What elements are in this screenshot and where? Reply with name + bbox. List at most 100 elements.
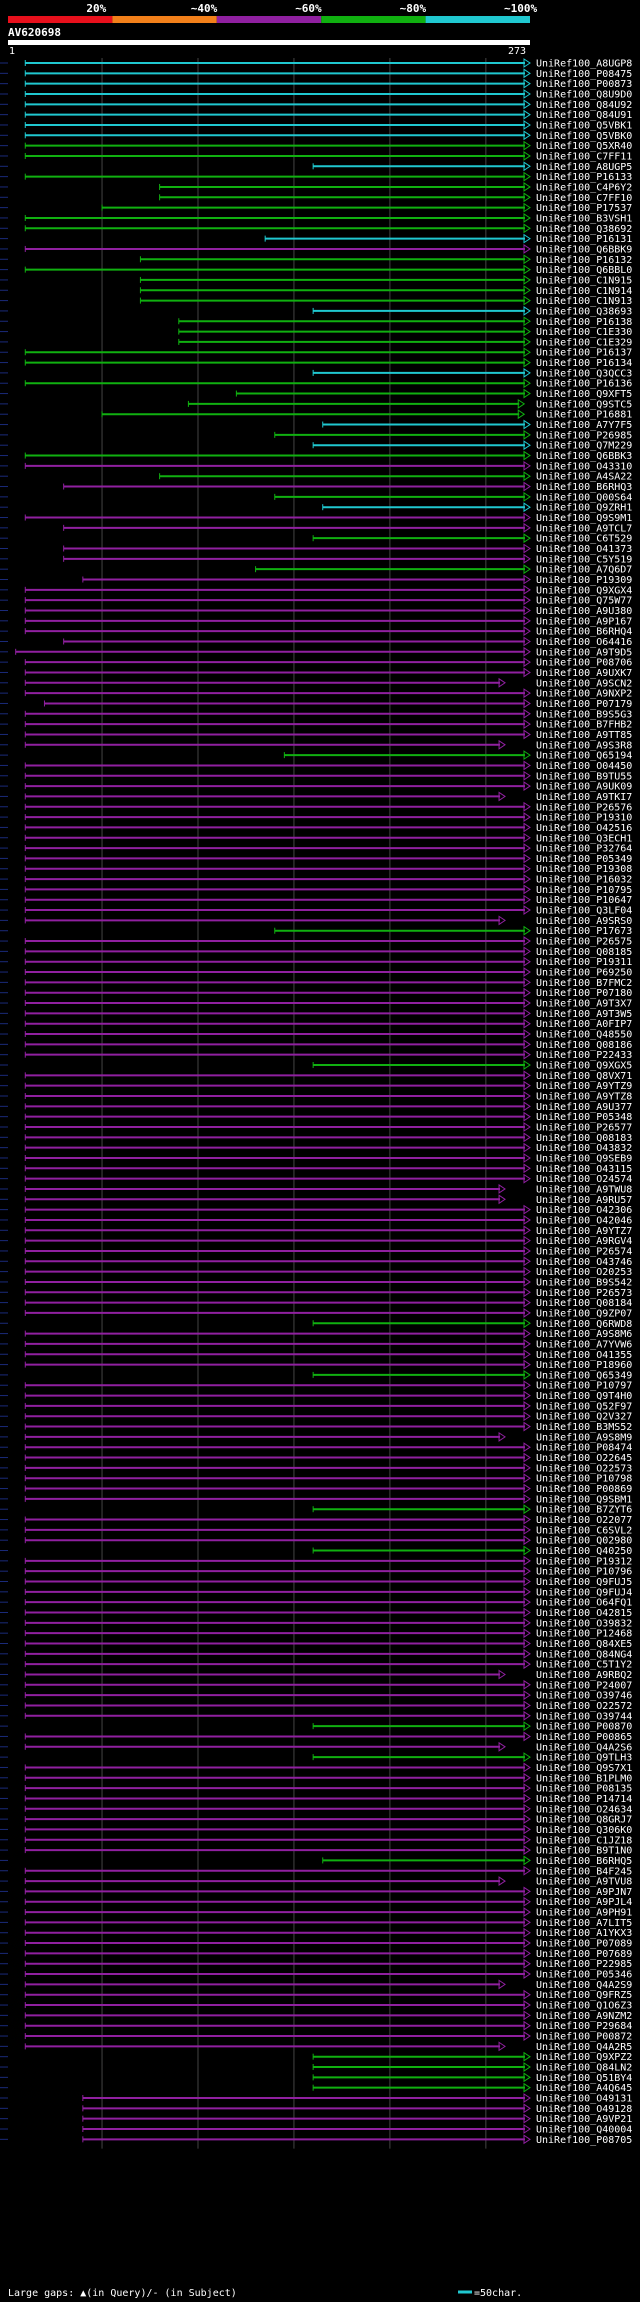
hit-label[interactable]: UniRef100_B1PLM0 [536,1773,632,1784]
hit-label[interactable]: UniRef100_A9TVU8 [536,1877,632,1888]
hit-label[interactable]: UniRef100_C7FF10 [536,193,632,204]
hit-label[interactable]: UniRef100_P00872 [536,2032,632,2043]
hit-row[interactable]: UniRef100_A9NZM2 [0,2010,632,2022]
hit-row[interactable]: UniRef100_Q9XGX5 [0,1060,632,1072]
hit-row[interactable]: UniRef100_Q08185 [0,946,632,958]
hit-row[interactable]: UniRef100_P16132 [0,254,632,266]
hit-label[interactable]: UniRef100_Q00S64 [536,492,632,503]
hit-label[interactable]: UniRef100_A9RBQ2 [536,1670,632,1681]
hit-row[interactable]: UniRef100_P26573 [0,1287,632,1299]
hit-row[interactable]: UniRef100_Q9ZRH1 [0,502,632,514]
hit-row[interactable]: UniRef100_B9TU55 [0,770,632,782]
hit-label[interactable]: UniRef100_O22573 [536,1463,632,1474]
hit-row[interactable]: UniRef100_P18960 [0,1359,632,1371]
hit-row[interactable]: UniRef100_Q9XFT5 [0,388,632,400]
hit-row[interactable]: UniRef100_P00872 [0,2031,632,2043]
hit-label[interactable]: UniRef100_O41373 [536,544,632,555]
hit-row[interactable]: UniRef100_Q8VX71 [0,1070,632,1082]
hit-row[interactable]: UniRef100_A9SRS0 [0,915,632,927]
hit-label[interactable]: UniRef100_Q84U91 [536,110,632,121]
hit-row[interactable]: UniRef100_P22433 [0,1049,632,1061]
hit-row[interactable]: UniRef100_Q84U91 [0,109,632,121]
hit-label[interactable]: UniRef100_Q52F97 [536,1401,632,1412]
hit-label[interactable]: UniRef100_O39832 [536,1618,632,1629]
hit-row[interactable]: UniRef100_O41355 [0,1349,632,1361]
hit-label[interactable]: UniRef100_O49131 [536,2094,632,2105]
hit-label[interactable]: UniRef100_O42046 [536,1215,632,1226]
hit-label[interactable]: UniRef100_P10798 [536,1474,632,1485]
hit-label[interactable]: UniRef100_P19311 [536,957,632,968]
hit-label[interactable]: UniRef100_Q02980 [536,1536,632,1547]
hit-label[interactable]: UniRef100_A9PJN7 [536,1887,632,1898]
hit-label[interactable]: UniRef100_B9S5G3 [536,709,632,720]
hit-label[interactable]: UniRef100_A9VP21 [536,2114,632,2125]
hit-row[interactable]: UniRef100_A7YVW6 [0,1338,632,1350]
hit-row[interactable]: UniRef100_O22645 [0,1452,632,1464]
hit-label[interactable]: UniRef100_P00865 [536,1732,632,1743]
hit-label[interactable]: UniRef100_O20253 [536,1267,632,1278]
hit-row[interactable]: UniRef100_Q9FUJ5 [0,1576,632,1588]
hit-label[interactable]: UniRef100_Q8GRJ7 [536,1815,632,1826]
hit-row[interactable]: UniRef100_C6SVL2 [0,1524,632,1536]
hit-row[interactable]: UniRef100_Q9STC5 [0,398,632,410]
hit-row[interactable]: UniRef100_O04450 [0,760,632,772]
hit-row[interactable]: UniRef100_Q6BBL0 [0,264,632,276]
hit-label[interactable]: UniRef100_Q9XGX4 [536,585,632,596]
hit-label[interactable]: UniRef100_A0FIP7 [536,1019,632,1030]
hit-label[interactable]: UniRef100_Q48550 [536,1030,632,1041]
hit-label[interactable]: UniRef100_C6T529 [536,534,632,545]
hit-row[interactable]: UniRef100_Q51BY4 [0,2072,632,2084]
hit-row[interactable]: UniRef100_P26577 [0,1122,632,1133]
hit-label[interactable]: UniRef100_Q08185 [536,947,632,958]
hit-label[interactable]: UniRef100_O22572 [536,1701,632,1712]
hit-row[interactable]: UniRef100_P10798 [0,1473,632,1485]
hit-row[interactable]: UniRef100_P07180 [0,987,632,999]
hit-row[interactable]: UniRef100_C7FF11 [0,151,632,162]
hit-row[interactable]: UniRef100_P10647 [0,894,632,906]
hit-label[interactable]: UniRef100_P16131 [536,234,632,245]
hit-row[interactable]: UniRef100_Q00S64 [0,491,632,503]
hit-label[interactable]: UniRef100_O42516 [536,823,632,834]
hit-row[interactable]: UniRef100_A9TT85 [0,729,632,741]
hit-label[interactable]: UniRef100_A7LIT5 [536,1918,632,1929]
hit-label[interactable]: UniRef100_P16133 [536,172,632,183]
hit-row[interactable]: UniRef100_P19311 [0,956,632,968]
hit-label[interactable]: UniRef100_A9PJL4 [536,1897,632,1908]
hit-label[interactable]: UniRef100_C1N913 [536,296,632,307]
hit-label[interactable]: UniRef100_A9TT85 [536,730,632,741]
hit-label[interactable]: UniRef100_P05349 [536,854,632,865]
hit-row[interactable]: UniRef100_P29684 [0,2020,632,2032]
hit-label[interactable]: UniRef100_A7YVW6 [536,1339,632,1350]
hit-row[interactable]: UniRef100_A7LIT5 [0,1917,632,1929]
hit-label[interactable]: UniRef100_P16138 [536,317,632,328]
hit-label[interactable]: UniRef100_B6RHQ3 [536,482,632,493]
hit-row[interactable]: UniRef100_B4F245 [0,1865,632,1877]
hit-row[interactable]: UniRef100_A9NXP2 [0,688,632,700]
hit-label[interactable]: UniRef100_B6RHQ4 [536,627,632,638]
hit-row[interactable]: UniRef100_A9P167 [0,615,632,627]
hit-label[interactable]: UniRef100_C1N914 [536,286,632,297]
hit-row[interactable]: UniRef100_A9S8M9 [0,1431,632,1443]
hit-label[interactable]: UniRef100_Q84NG4 [536,1649,632,1660]
hit-label[interactable]: UniRef100_A9U380 [536,606,632,617]
hit-row[interactable]: UniRef100_P16136 [0,378,632,390]
hit-row[interactable]: UniRef100_O49128 [0,2103,632,2115]
hit-row[interactable]: UniRef100_A9PJN7 [0,1886,632,1898]
hit-row[interactable]: UniRef100_Q84LN2 [0,2062,632,2074]
hit-row[interactable]: UniRef100_C4P6Y2 [0,182,632,193]
hit-label[interactable]: UniRef100_A1YKX3 [536,1928,632,1939]
hit-row[interactable]: UniRef100_P10795 [0,884,632,896]
hit-label[interactable]: UniRef100_Q84XE5 [536,1639,632,1650]
hit-row[interactable]: UniRef100_Q52F97 [0,1400,632,1412]
hit-row[interactable]: UniRef100_Q8U9D0 [0,89,632,100]
hit-label[interactable]: UniRef100_Q84U92 [536,100,632,111]
hit-row[interactable]: UniRef100_O39832 [0,1617,632,1629]
hit-row[interactable]: UniRef100_A9U377 [0,1101,632,1113]
hit-label[interactable]: UniRef100_P08135 [536,1784,632,1795]
hit-row[interactable]: UniRef100_P00865 [0,1731,632,1743]
hit-row[interactable]: UniRef100_P12468 [0,1628,632,1640]
hit-row[interactable]: UniRef100_P16134 [0,357,632,369]
hit-row[interactable]: UniRef100_C1JZ18 [0,1834,632,1846]
hit-row[interactable]: UniRef100_C5Y519 [0,553,632,565]
hit-label[interactable]: UniRef100_P07689 [536,1949,632,1960]
